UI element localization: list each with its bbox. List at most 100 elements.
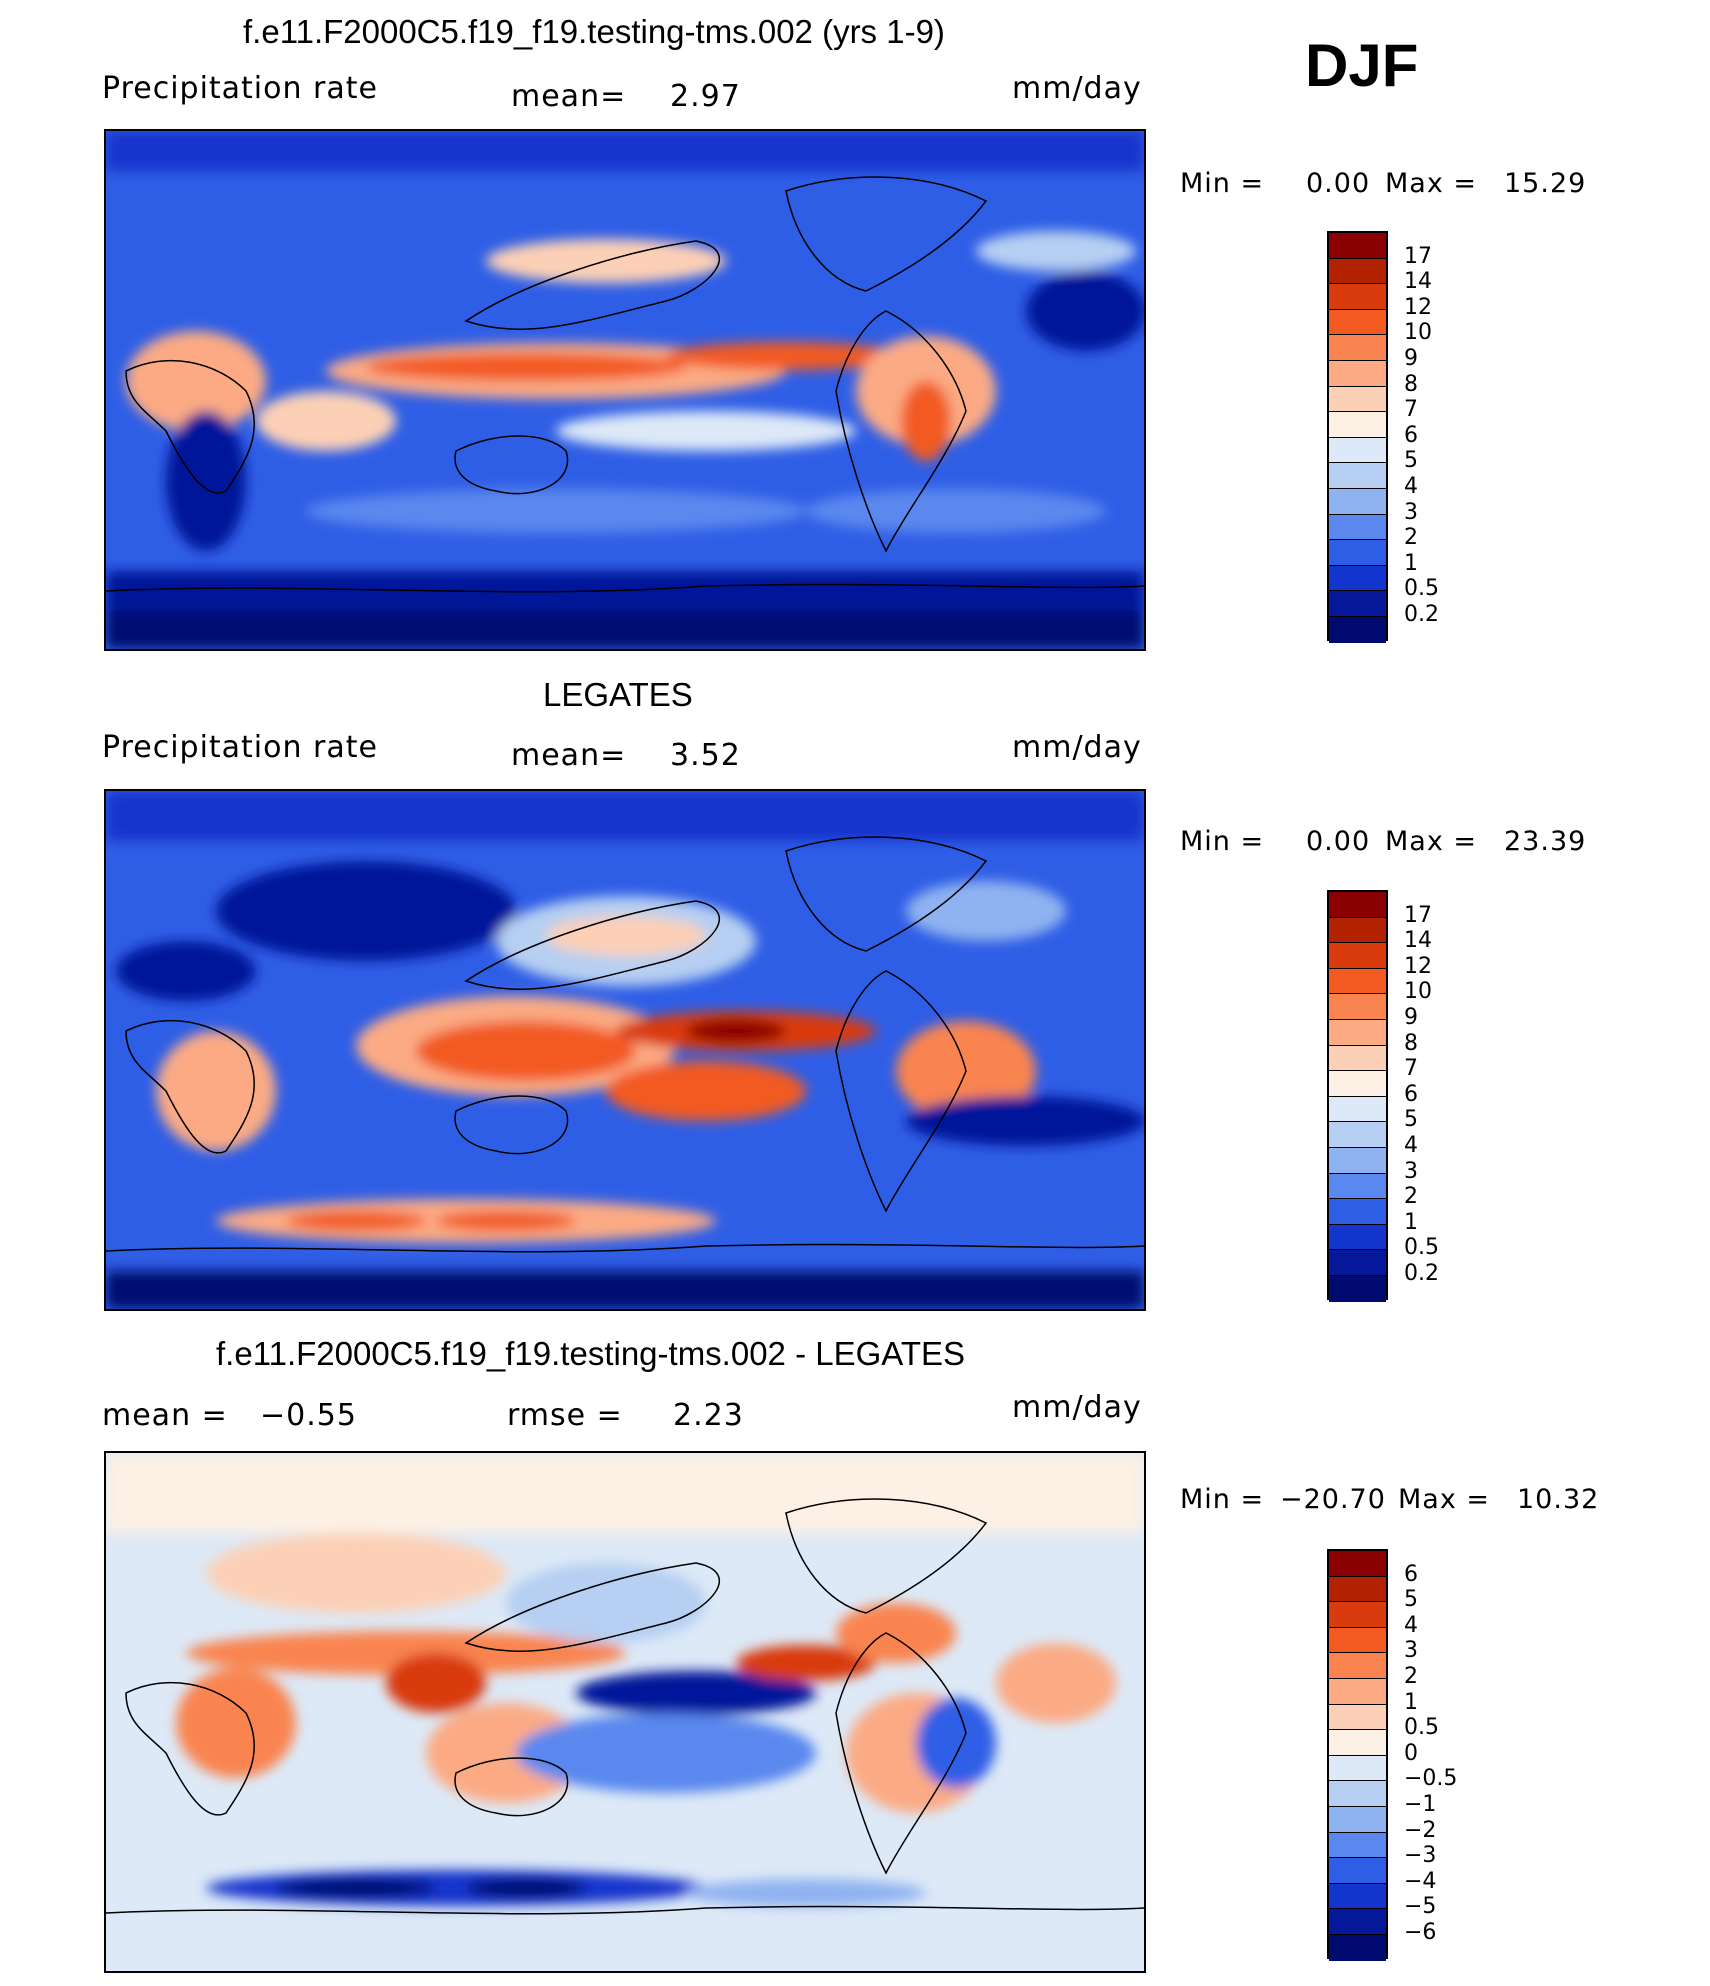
panel-2-map-svg: [106, 791, 1144, 1309]
colorbar-tick-label: 3: [1404, 1638, 1418, 1664]
colorbar-segment: [1329, 1096, 1386, 1123]
colorbar-segment: [1329, 463, 1386, 489]
colorbar-segment: [1329, 1730, 1386, 1756]
colorbar-tick-label: 5: [1404, 448, 1418, 474]
colorbar-segment: [1329, 514, 1386, 541]
panel-1-mean-label: mean=: [511, 79, 627, 114]
colorbar-tick-label: 9: [1404, 346, 1418, 371]
panel-3-mean-label: mean =: [102, 1398, 228, 1433]
panel-2-variable-label: Precipitation rate: [102, 730, 378, 765]
panel-3-min-value: −20.70: [1280, 1484, 1386, 1515]
panel-2-max-value: 23.39: [1504, 826, 1587, 857]
colorbar-segment: [1329, 1250, 1386, 1276]
colorbar-segment: [1329, 335, 1386, 361]
colorbar-tick-label: 6: [1404, 1081, 1418, 1107]
panel-3-rmse-value: 2.23: [673, 1398, 744, 1433]
panel-2-mean-label: mean=: [511, 738, 627, 773]
colorbar-tick-label: 0.2: [1404, 1261, 1439, 1286]
asia-outline-2: [464, 900, 720, 990]
antarctica-outline-3: [106, 1905, 1144, 1915]
colorbar-tick-label: 14: [1404, 928, 1432, 954]
colorbar-tick-label: 0.5: [1404, 1715, 1439, 1741]
panel-3-map-svg: [106, 1453, 1144, 1971]
colorbar-tick-label: −6: [1404, 1920, 1437, 1945]
panel-2-max-label: Max =: [1385, 826, 1478, 857]
colorbar-segment: [1329, 1806, 1386, 1833]
colorbar-segment: [1329, 1275, 1386, 1302]
colorbar-segment: [1329, 994, 1386, 1020]
australia-outline: [454, 435, 569, 495]
colorbar-segment: [1329, 1224, 1386, 1251]
colorbar-segment: [1329, 437, 1386, 464]
colorbar-tick-label: 10: [1404, 979, 1432, 1005]
panel-1-min-label: Min =: [1180, 168, 1265, 199]
colorbar-tick-label: 3: [1404, 499, 1418, 525]
panel-2-mean-value: 3.52: [670, 738, 741, 773]
colorbar-tick-label: 8: [1404, 1030, 1418, 1056]
colorbar-segment: [1329, 233, 1386, 259]
panel-2-min-label: Min =: [1180, 826, 1265, 857]
panel-3-max-label: Max =: [1398, 1484, 1491, 1515]
colorbar-tick-label: −2: [1404, 1817, 1437, 1843]
asia-outline-3: [464, 1562, 720, 1652]
colorbar-tick-label: 14: [1404, 269, 1432, 295]
colorbar-tick-label: 6: [1404, 422, 1418, 448]
asia-outline: [464, 240, 720, 330]
colorbar-tick-label: 3: [1404, 1158, 1418, 1184]
colorbar-segment: [1329, 1909, 1386, 1935]
panel-1-variable-label: Precipitation rate: [102, 71, 378, 106]
colorbar-segment: [1329, 892, 1386, 918]
colorbar-tick-label: 2: [1404, 1664, 1418, 1689]
south-america-outline-2: [835, 970, 967, 1213]
colorbar-tick-label: 7: [1404, 397, 1418, 423]
colorbar-segment: [1329, 1147, 1386, 1174]
colorbar-tick-label: 12: [1404, 294, 1432, 320]
panel-1-title: f.e11.F2000C5.f19_f19.testing-tms.002 (y…: [243, 13, 945, 50]
colorbar-segment: [1329, 1653, 1386, 1679]
panel-1-min-value: 0.00: [1306, 168, 1371, 199]
panel-3-title: f.e11.F2000C5.f19_f19.testing-tms.002 - …: [216, 1335, 966, 1372]
colorbar-segment: [1329, 1781, 1386, 1807]
colorbar-tick-label: 6: [1404, 1561, 1418, 1587]
colorbar-tick-label: −3: [1404, 1843, 1437, 1869]
panel-1-units-label: mm/day: [1012, 71, 1142, 106]
panel-1-colorbar: [1327, 231, 1388, 643]
panel-3-mean-value: −0.55: [260, 1398, 357, 1433]
colorbar-tick-label: 4: [1404, 1133, 1418, 1158]
colorbar-segment: [1329, 1199, 1386, 1225]
south-america-outline-3: [835, 1632, 967, 1875]
panel-1-max-value: 15.29: [1504, 168, 1587, 199]
africa-outline-3: [125, 1681, 255, 1816]
colorbar-tick-label: 4: [1404, 1612, 1418, 1638]
north-america-outline: [785, 176, 988, 292]
colorbar-segment: [1329, 1602, 1386, 1628]
panel-2-colorbar: [1327, 890, 1388, 1302]
colorbar-tick-label: 0: [1404, 1740, 1418, 1766]
south-america-outline: [835, 310, 967, 553]
season-label: DJF: [1305, 32, 1419, 99]
colorbar-segment: [1329, 412, 1386, 438]
antarctica-outline: [106, 583, 1144, 593]
panel-1-max-label: Max =: [1385, 168, 1478, 199]
colorbar-segment: [1329, 386, 1386, 413]
panel-2-min-value: 0.00: [1306, 826, 1371, 857]
australia-outline-3: [454, 1757, 569, 1817]
colorbar-segment: [1329, 1934, 1386, 1961]
colorbar-segment: [1329, 1045, 1386, 1072]
colorbar-segment: [1329, 540, 1386, 566]
panel-3-min-label: Min =: [1180, 1484, 1265, 1515]
north-america-outline-2: [785, 836, 988, 952]
colorbar-tick-label: 1: [1404, 1209, 1418, 1235]
colorbar-tick-label: 17: [1404, 902, 1432, 928]
colorbar-tick-label: 5: [1404, 1107, 1418, 1133]
panel-2-title: LEGATES: [543, 676, 693, 713]
colorbar-segment: [1329, 565, 1386, 592]
panel-1-mean-value: 2.97: [670, 79, 741, 114]
panel-3-map: [104, 1451, 1146, 1973]
colorbar-segment: [1329, 284, 1386, 310]
colorbar-segment: [1329, 1832, 1386, 1859]
panel-2-map: [104, 789, 1146, 1311]
panel-1-map: [104, 129, 1146, 651]
panel-3-rmse-label: rmse =: [507, 1398, 623, 1433]
africa-outline: [125, 359, 255, 494]
